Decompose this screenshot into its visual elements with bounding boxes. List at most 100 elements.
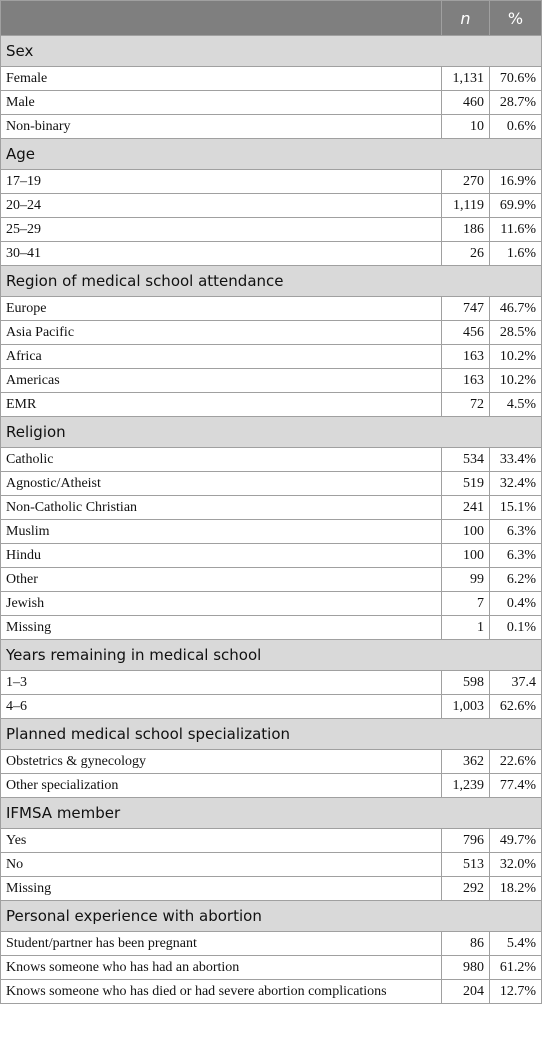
table: n % Sex Female 1,131 70.6% Male 460 28.7% Non-b… (0, 0, 542, 1004)
count-cell: 747 (441, 296, 490, 321)
percent-cell: 10.2% (489, 344, 542, 369)
row-label: Non-binary (0, 114, 442, 139)
percent-cell: 0.1% (489, 615, 542, 640)
data-row: 4–6 1,003 62.6% (0, 694, 542, 719)
count-cell: 519 (441, 471, 490, 496)
row-label: Missing (0, 615, 442, 640)
header-cell: % (489, 0, 542, 36)
data-row: Yes 796 49.7% (0, 828, 542, 853)
percent-cell: 11.6% (489, 217, 542, 242)
section-title: Age (0, 138, 542, 170)
percent-cell: 37.4 (489, 670, 542, 695)
section-title: Personal experience with abortion (0, 900, 542, 932)
percent-cell: 16.9% (489, 169, 542, 194)
count-cell: 456 (441, 320, 490, 345)
percent-cell: 12.7% (489, 979, 542, 1004)
section-row: IFMSA member (0, 797, 542, 829)
data-row: 20–24 1,119 69.9% (0, 193, 542, 218)
percent-cell: 69.9% (489, 193, 542, 218)
count-cell: 292 (441, 876, 490, 901)
data-row: Other specialization 1,239 77.4% (0, 773, 542, 798)
section-title: Planned medical school specialization (0, 718, 542, 750)
count-cell: 1,239 (441, 773, 490, 798)
percent-cell: 1.6% (489, 241, 542, 266)
count-cell: 1,131 (441, 66, 490, 91)
row-label: Asia Pacific (0, 320, 442, 345)
row-label: Other specialization (0, 773, 442, 798)
row-label: Agnostic/Atheist (0, 471, 442, 496)
percent-cell: 0.6% (489, 114, 542, 139)
count-cell: 10 (441, 114, 490, 139)
percent-cell: 62.6% (489, 694, 542, 719)
row-label: 1–3 (0, 670, 442, 695)
data-row: Male 460 28.7% (0, 90, 542, 115)
row-label: Other (0, 567, 442, 592)
count-cell: 513 (441, 852, 490, 877)
data-row: Muslim 100 6.3% (0, 519, 542, 544)
percent-cell: 4.5% (489, 392, 542, 417)
section-row: Region of medical school attendance (0, 265, 542, 297)
percent-cell: 10.2% (489, 368, 542, 393)
data-row: Americas 163 10.2% (0, 368, 542, 393)
section-row: Planned medical school specialization (0, 718, 542, 750)
count-cell: 1,119 (441, 193, 490, 218)
data-row: Europe 747 46.7% (0, 296, 542, 321)
percent-cell: 32.4% (489, 471, 542, 496)
count-cell: 26 (441, 241, 490, 266)
percent-cell: 15.1% (489, 495, 542, 520)
section-row: Age (0, 138, 542, 170)
data-row: Asia Pacific 456 28.5% (0, 320, 542, 345)
percent-cell: 49.7% (489, 828, 542, 853)
section-row: Religion (0, 416, 542, 448)
percent-cell: 0.4% (489, 591, 542, 616)
row-label: Male (0, 90, 442, 115)
percent-cell: 6.3% (489, 519, 542, 544)
data-row: Female 1,131 70.6% (0, 66, 542, 91)
section-title: IFMSA member (0, 797, 542, 829)
data-row: 17–19 270 16.9% (0, 169, 542, 194)
row-label: Female (0, 66, 442, 91)
section-title: Region of medical school attendance (0, 265, 542, 297)
count-cell: 163 (441, 368, 490, 393)
percent-cell: 61.2% (489, 955, 542, 980)
data-row: Non-Catholic Christian 241 15.1% (0, 495, 542, 520)
count-cell: 270 (441, 169, 490, 194)
data-row: Other 99 6.2% (0, 567, 542, 592)
data-row: 1–3 598 37.4 (0, 670, 542, 695)
data-row: EMR 72 4.5% (0, 392, 542, 417)
header-cell: n (441, 0, 490, 36)
percent-cell: 46.7% (489, 296, 542, 321)
section-row: Personal experience with abortion (0, 900, 542, 932)
percent-cell: 77.4% (489, 773, 542, 798)
data-row: 25–29 186 11.6% (0, 217, 542, 242)
data-row: 30–41 26 1.6% (0, 241, 542, 266)
count-cell: 204 (441, 979, 490, 1004)
row-label: Muslim (0, 519, 442, 544)
data-row: Africa 163 10.2% (0, 344, 542, 369)
data-row: Missing 292 18.2% (0, 876, 542, 901)
data-row: Hindu 100 6.3% (0, 543, 542, 568)
percent-cell: 6.2% (489, 567, 542, 592)
count-cell: 1 (441, 615, 490, 640)
percent-cell: 18.2% (489, 876, 542, 901)
section-row: Sex (0, 35, 542, 67)
percent-cell: 33.4% (489, 447, 542, 472)
count-cell: 1,003 (441, 694, 490, 719)
row-label: Africa (0, 344, 442, 369)
data-row: Catholic 534 33.4% (0, 447, 542, 472)
row-label: Knows someone who has died or had severe… (0, 979, 442, 1004)
header-cell (0, 0, 442, 36)
count-cell: 100 (441, 519, 490, 544)
data-row: Knows someone who has had an abortion 980… (0, 955, 542, 980)
row-label: Catholic (0, 447, 442, 472)
count-cell: 980 (441, 955, 490, 980)
count-cell: 186 (441, 217, 490, 242)
count-cell: 72 (441, 392, 490, 417)
count-cell: 241 (441, 495, 490, 520)
data-row: No 513 32.0% (0, 852, 542, 877)
header-row: n % (0, 0, 542, 36)
count-cell: 7 (441, 591, 490, 616)
data-row: Missing 1 0.1% (0, 615, 542, 640)
row-label: Knows someone who has had an abortion (0, 955, 442, 980)
